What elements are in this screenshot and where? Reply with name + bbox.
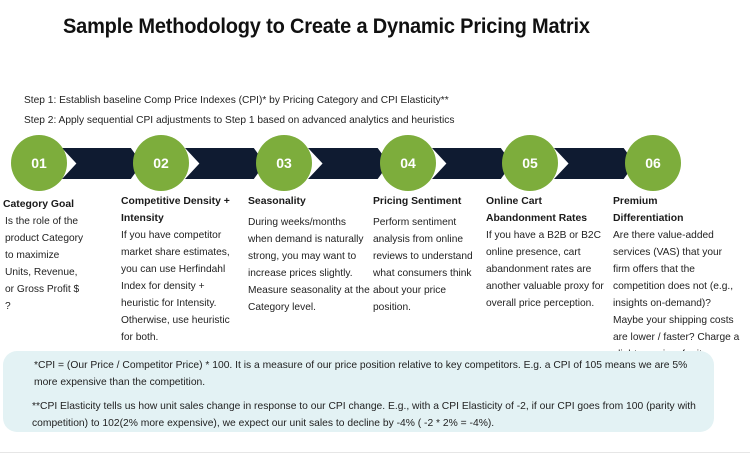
stage-description: If you have competitor market share esti… (121, 230, 230, 343)
chevron-arrow-icon (308, 148, 389, 179)
chevron-arrow-icon (62, 148, 142, 179)
step-1-text: Step 1: Establish baseline Comp Price In… (24, 95, 449, 106)
stage-title: Premium Differentiation (613, 196, 684, 224)
chevron-arrow-icon (554, 148, 635, 179)
stage-title: Pricing Sentiment (373, 196, 462, 207)
stage-title: Category Goal (3, 199, 75, 210)
stage-description: Are there value-added services (VAS) tha… (613, 230, 740, 351)
bottom-divider (0, 452, 750, 453)
stage-title: Online Cart Abandonment Rates (486, 196, 588, 224)
footnote-box (3, 351, 714, 432)
stage-circle-04: 04 (380, 135, 436, 191)
step-2-text: Step 2: Apply sequential CPI adjustments… (24, 115, 455, 126)
cpi-footnote: *CPI = (Our Price / Competitor Price) * … (34, 360, 688, 388)
stage-description: Is the role of the product Category to m… (5, 216, 84, 312)
stage-column-02: Competitive Density + Intensity If you h… (121, 193, 239, 346)
stage-column-01: Category Goal Is the role of the product… (3, 196, 87, 315)
stage-title: Competitive Density + Intensity (121, 196, 230, 224)
stage-circle-03: 03 (256, 135, 312, 191)
stage-title: Seasonality (248, 196, 306, 207)
stage-column-04: Pricing Sentiment Perform sentiment anal… (373, 193, 483, 316)
stage-circle-02: 02 (133, 135, 189, 191)
chevron-arrow-icon (185, 148, 265, 179)
stage-column-03: Seasonality During weeks/months when dem… (248, 193, 372, 316)
stage-description: Perform sentiment analysis from online r… (373, 217, 473, 313)
cpi-elasticity-footnote: **CPI Elasticity tells us how unit sales… (32, 401, 696, 429)
page-title: Sample Methodology to Create a Dynamic P… (63, 14, 590, 38)
stage-description: If you have a B2B or B2C online presence… (486, 230, 604, 309)
stage-column-05: Online Cart Abandonment Rates If you hav… (486, 193, 612, 312)
stage-circle-06: 06 (625, 135, 681, 191)
chevron-arrow-icon (432, 148, 512, 179)
stage-column-06: Premium Differentiation Are there value-… (613, 193, 741, 351)
stage-description: During weeks/months when demand is natur… (248, 217, 370, 313)
stage-circle-05: 05 (502, 135, 558, 191)
stage-circle-01: 01 (11, 135, 67, 191)
